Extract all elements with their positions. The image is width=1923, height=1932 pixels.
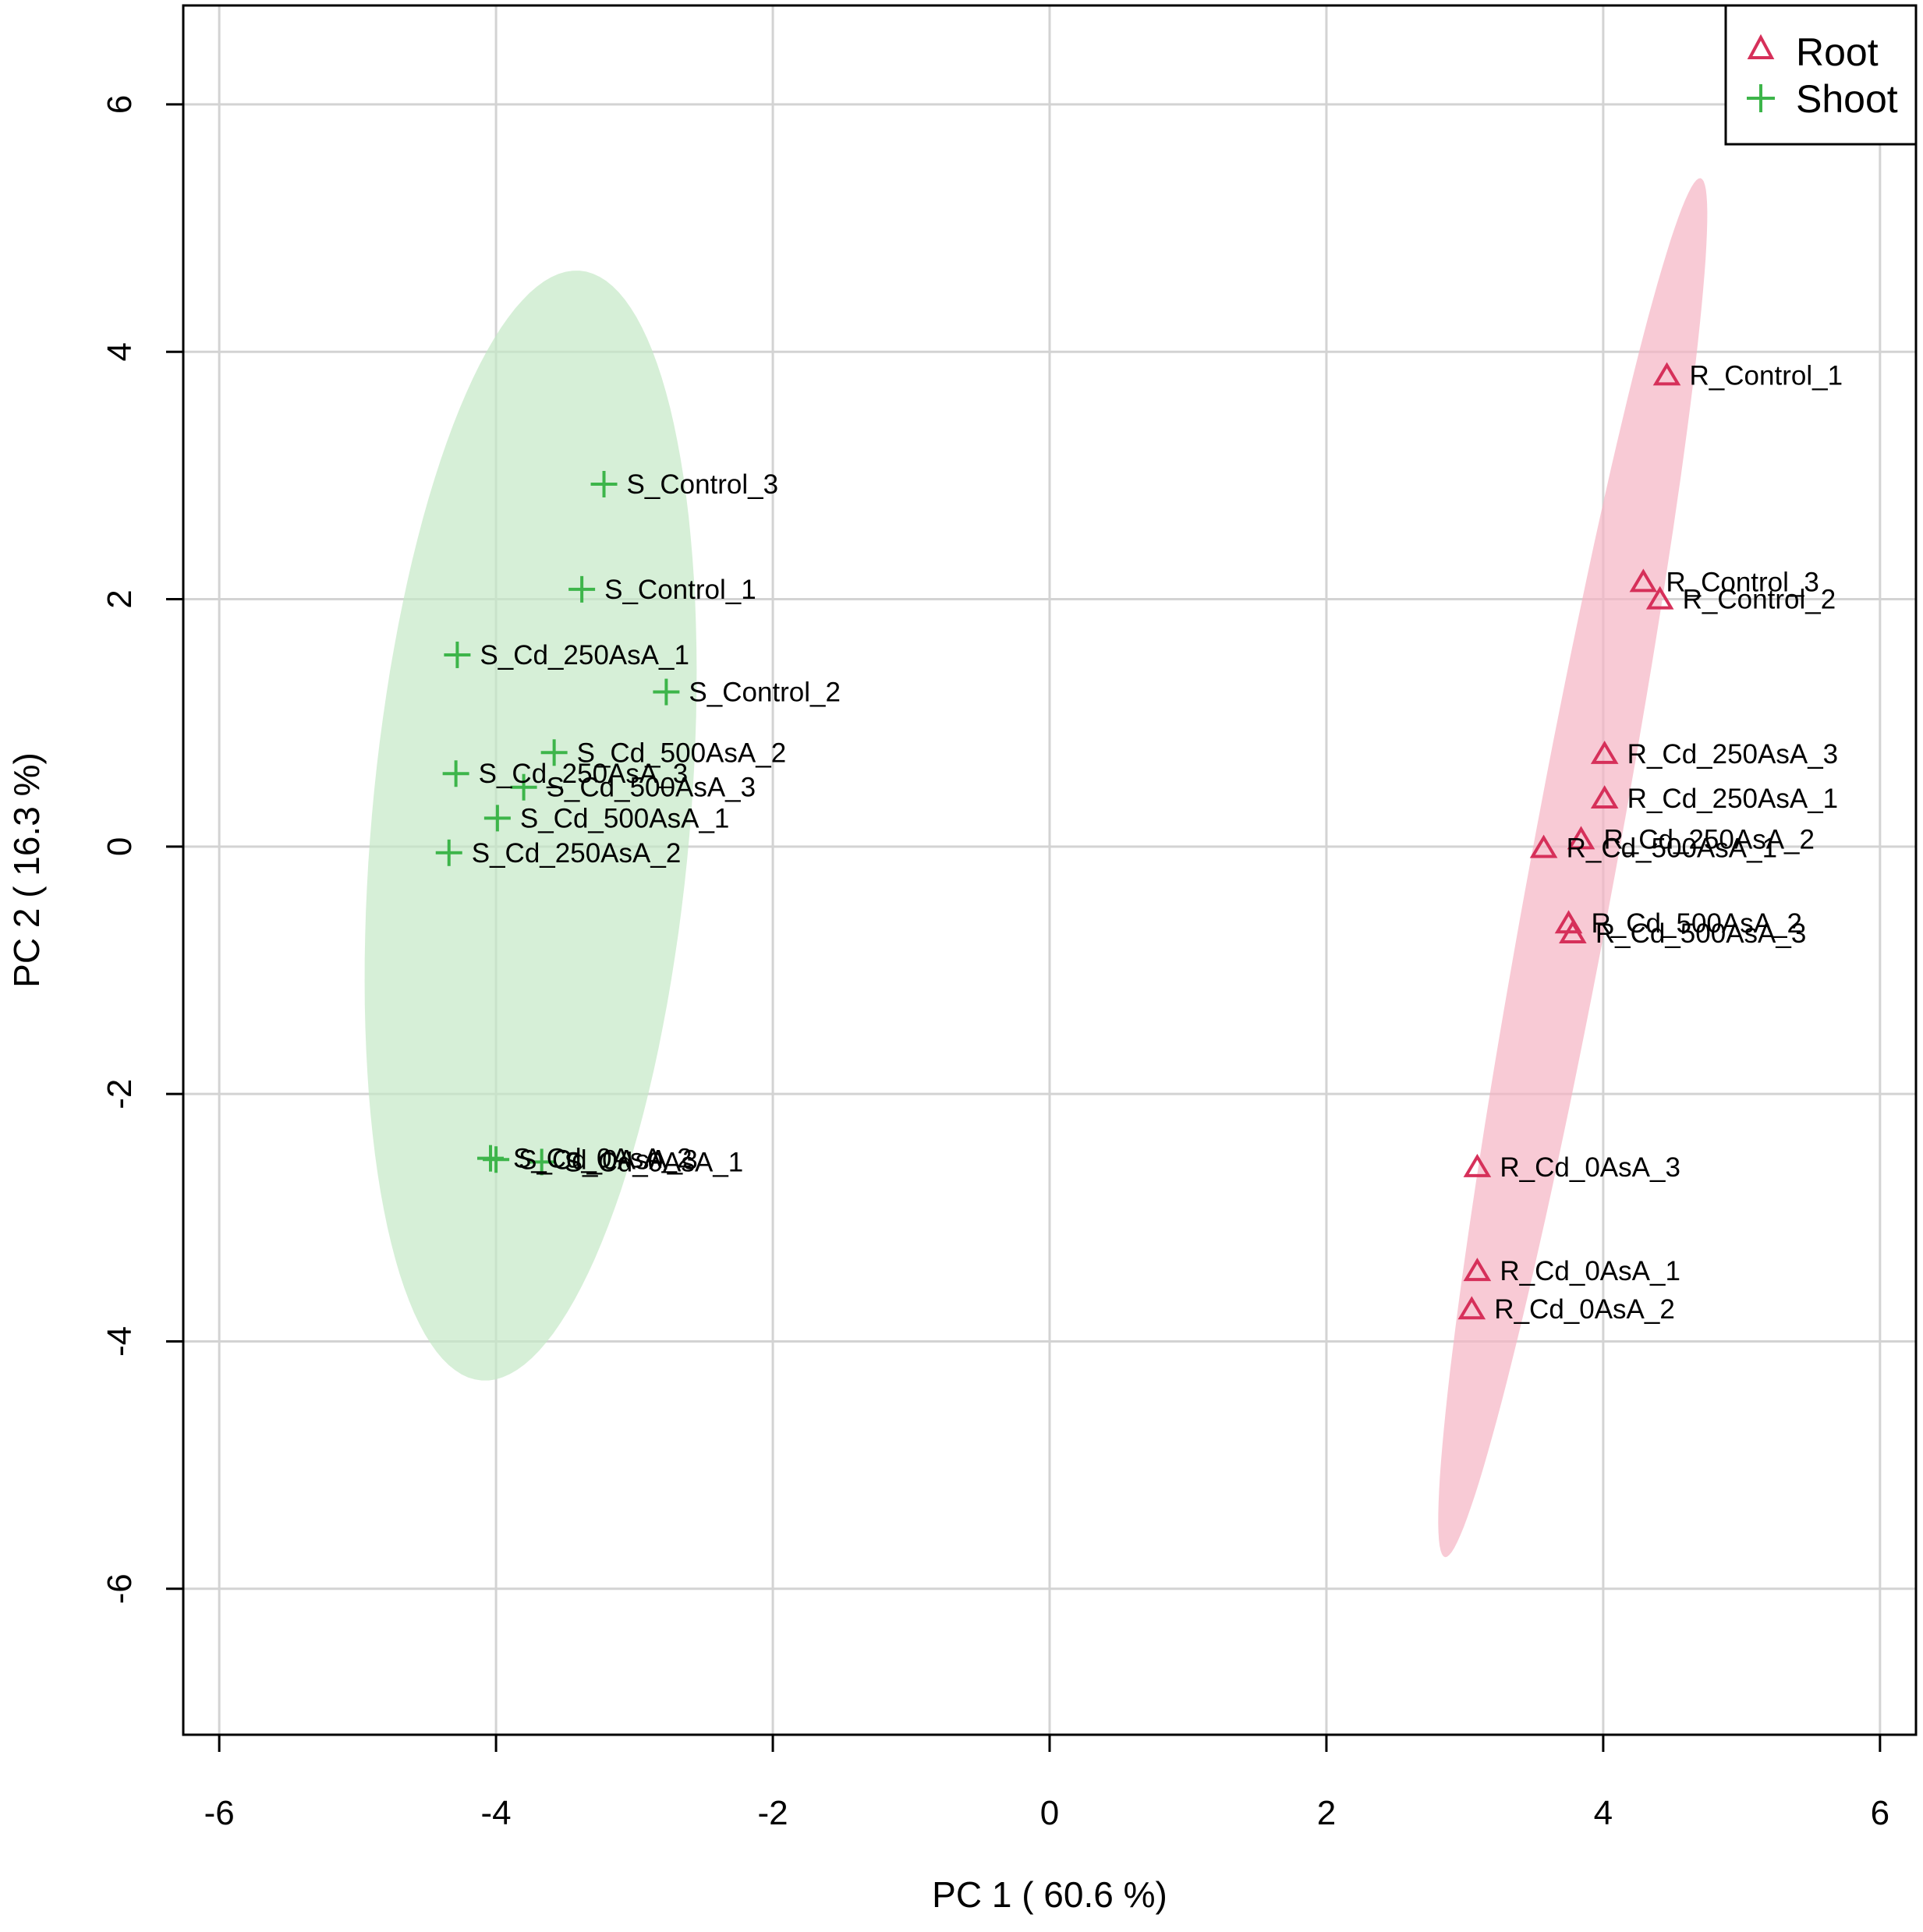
legend-shoot-label: Shoot xyxy=(1796,77,1898,121)
root-point-1 xyxy=(1629,568,1658,593)
y-axis: -6 -4 -2 0 2 4 6 xyxy=(101,95,185,1604)
root-point-label-9: R_Cd_0AsA_3 xyxy=(1500,1152,1680,1183)
x-tick-label-1: -4 xyxy=(481,1794,512,1832)
shoot-point-5 xyxy=(442,760,469,787)
shoot-point-label-10: S_Cd_0AsA_3 xyxy=(519,1145,698,1175)
x-tick-label-0: -6 xyxy=(204,1794,235,1832)
y-tick-label-2: -2 xyxy=(101,1079,139,1109)
root-point-label-2: R_Control_2 xyxy=(1683,585,1836,615)
root-point-label-10: R_Cd_0AsA_1 xyxy=(1500,1256,1680,1286)
shoot-point-4 xyxy=(540,739,568,766)
legend-box xyxy=(1724,4,1918,146)
shoot-point-label-5: S_Cd_250AsA_3 xyxy=(479,759,689,789)
shoot-point-label-2: S_Cd_250AsA_1 xyxy=(480,640,689,671)
shoot-point-2 xyxy=(444,641,471,668)
root-point-label-5: R_Cd_250AsA_2 xyxy=(1604,824,1815,855)
ellipse-root xyxy=(1438,178,1708,1558)
y-axis-title: PC 2 ( 16.3 %) xyxy=(6,752,47,988)
root-point-label-3: R_Cd_250AsA_3 xyxy=(1627,739,1838,770)
root-point-9 xyxy=(1463,1153,1492,1177)
x-tick-label-2: -2 xyxy=(757,1794,788,1832)
root-point-label-1: R_Control_3 xyxy=(1666,567,1819,597)
root-point-2 xyxy=(1645,586,1674,610)
shoot-point-label-0: S_Control_3 xyxy=(627,469,779,500)
shoot-point-1 xyxy=(568,575,596,603)
y-tick-label-5: 4 xyxy=(101,342,139,361)
root-point-label-7: R_Cd_500AsA_2 xyxy=(1592,908,1802,939)
y-tick-label-4: 2 xyxy=(101,589,139,608)
root-point-4 xyxy=(1590,785,1619,809)
root-point-label-6: R_Cd_500AsA_1 xyxy=(1567,833,1777,863)
root-point-0 xyxy=(1652,362,1681,386)
root-point-label-8: R_Cd_500AsA_3 xyxy=(1595,918,1806,949)
shoot-point-label-4: S_Cd_500AsA_2 xyxy=(577,738,787,768)
y-tick-label-0: -6 xyxy=(101,1573,139,1604)
root-point-8 xyxy=(1559,920,1587,943)
legend: Root Shoot xyxy=(1724,4,1918,146)
shoot-point-11 xyxy=(528,1148,555,1176)
shoot-point-8 xyxy=(435,839,462,866)
x-tick-label-5: 4 xyxy=(1594,1794,1613,1832)
shoot-point-7 xyxy=(483,805,511,832)
point-labels: R_Control_1 R_Control_3R_Control_2 R_Cd_25… xyxy=(472,360,1843,1325)
x-axis-title: PC 1 ( 60.6 %) xyxy=(932,1874,1167,1915)
shoot-point-10 xyxy=(483,1146,510,1173)
ellipse-shoot xyxy=(364,271,697,1381)
shoot-point-label-3: S_Control_2 xyxy=(689,678,841,708)
root-point-6 xyxy=(1529,834,1558,858)
shoot-point-6 xyxy=(510,773,537,801)
y-tick-label-1: -4 xyxy=(101,1326,139,1357)
x-tick-label-6: 6 xyxy=(1871,1794,1889,1832)
root-point-label-4: R_Cd_250AsA_1 xyxy=(1627,784,1838,814)
root-point-label-11: R_Cd_0AsA_2 xyxy=(1494,1294,1675,1325)
root-point-5 xyxy=(1567,826,1595,850)
x-tick-label-4: 2 xyxy=(1317,1794,1336,1832)
legend-root-triangle-icon xyxy=(1747,34,1775,59)
shoot-point-label-6: S_Cd_500AsA_3 xyxy=(547,773,756,803)
shoot-point-3 xyxy=(653,678,680,706)
shoot-point-label-8: S_Cd_250AsA_2 xyxy=(472,838,682,869)
root-point-10 xyxy=(1463,1258,1492,1282)
y-tick-label-3: 0 xyxy=(101,837,139,856)
x-tick-label-3: 0 xyxy=(1040,1794,1059,1832)
confidence-ellipses xyxy=(364,178,1708,1558)
root-point-11 xyxy=(1457,1296,1486,1320)
data-points xyxy=(435,362,1681,1320)
shoot-point-label-11: S_Cd_0AsA_1 xyxy=(565,1147,744,1177)
x-axis: -6 -4 -2 0 2 4 6 xyxy=(204,1733,1889,1832)
root-point-3 xyxy=(1590,740,1619,764)
shoot-point-label-1: S_Control_1 xyxy=(604,575,756,605)
legend-root-label: Root xyxy=(1796,30,1879,74)
y-tick-label-6: 6 xyxy=(101,95,139,114)
shoot-point-0 xyxy=(590,470,618,497)
shoot-point-label-7: S_Cd_500AsA_1 xyxy=(520,803,730,833)
root-point-label-0: R_Control_1 xyxy=(1690,360,1843,391)
shoot-point-label-9: S_Cd_0AsA_2 xyxy=(513,1144,692,1174)
